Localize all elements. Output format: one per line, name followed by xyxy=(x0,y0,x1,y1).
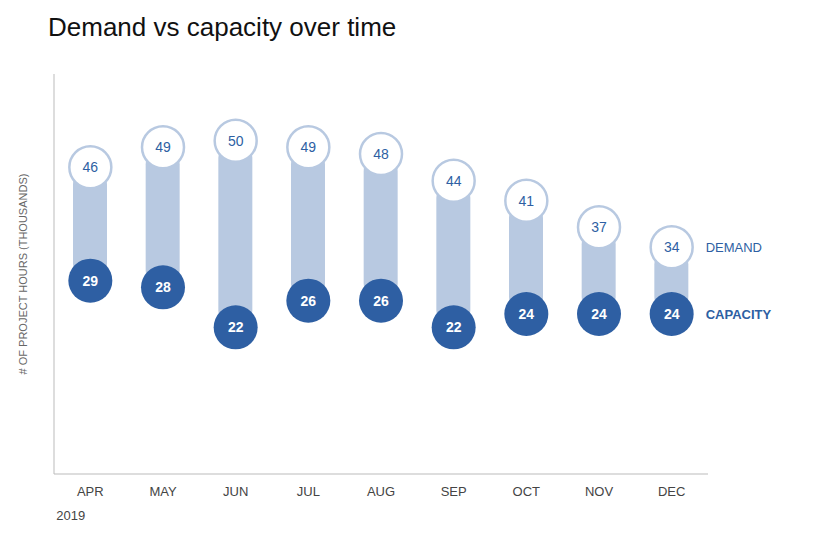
svg-text:NOV: NOV xyxy=(585,484,614,499)
svg-text:24: 24 xyxy=(664,306,680,322)
svg-text:2019: 2019 xyxy=(56,508,85,523)
svg-text:OCT: OCT xyxy=(513,484,541,499)
svg-text:29: 29 xyxy=(83,273,99,289)
svg-text:49: 49 xyxy=(301,139,317,155)
svg-text:CAPACITY: CAPACITY xyxy=(706,307,772,322)
svg-text:37: 37 xyxy=(591,219,607,235)
svg-text:26: 26 xyxy=(373,293,389,309)
svg-text:24: 24 xyxy=(519,306,535,322)
svg-text:22: 22 xyxy=(446,319,462,335)
svg-text:50: 50 xyxy=(228,133,244,149)
svg-text:34: 34 xyxy=(664,239,680,255)
svg-text:JUN: JUN xyxy=(223,484,248,499)
html-text:Demand vs capacity over time: Demand vs capacity over time xyxy=(48,12,397,42)
svg-text:MAY: MAY xyxy=(149,484,177,499)
svg-text:APR: APR xyxy=(77,484,104,499)
svg-text:DEC: DEC xyxy=(658,484,685,499)
svg-text:26: 26 xyxy=(301,293,317,309)
svg-text:44: 44 xyxy=(446,173,462,189)
svg-text:AUG: AUG xyxy=(367,484,395,499)
svg-text:# OF PROJECT HOURS (THOUSANDS): # OF PROJECT HOURS (THOUSANDS) xyxy=(17,174,29,375)
svg-text:48: 48 xyxy=(373,146,389,162)
svg-text:DEMAND: DEMAND xyxy=(706,240,762,255)
svg-text:41: 41 xyxy=(519,193,535,209)
svg-text:49: 49 xyxy=(155,139,171,155)
svg-text:46: 46 xyxy=(83,159,99,175)
svg-text:28: 28 xyxy=(155,279,171,295)
svg-text:JUL: JUL xyxy=(297,484,320,499)
svg-text:24: 24 xyxy=(591,306,607,322)
svg-text:SEP: SEP xyxy=(441,484,467,499)
svg-text:22: 22 xyxy=(228,319,244,335)
